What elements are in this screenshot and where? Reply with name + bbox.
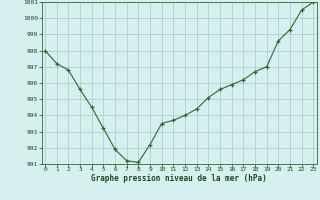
X-axis label: Graphe pression niveau de la mer (hPa): Graphe pression niveau de la mer (hPa) xyxy=(91,174,267,183)
